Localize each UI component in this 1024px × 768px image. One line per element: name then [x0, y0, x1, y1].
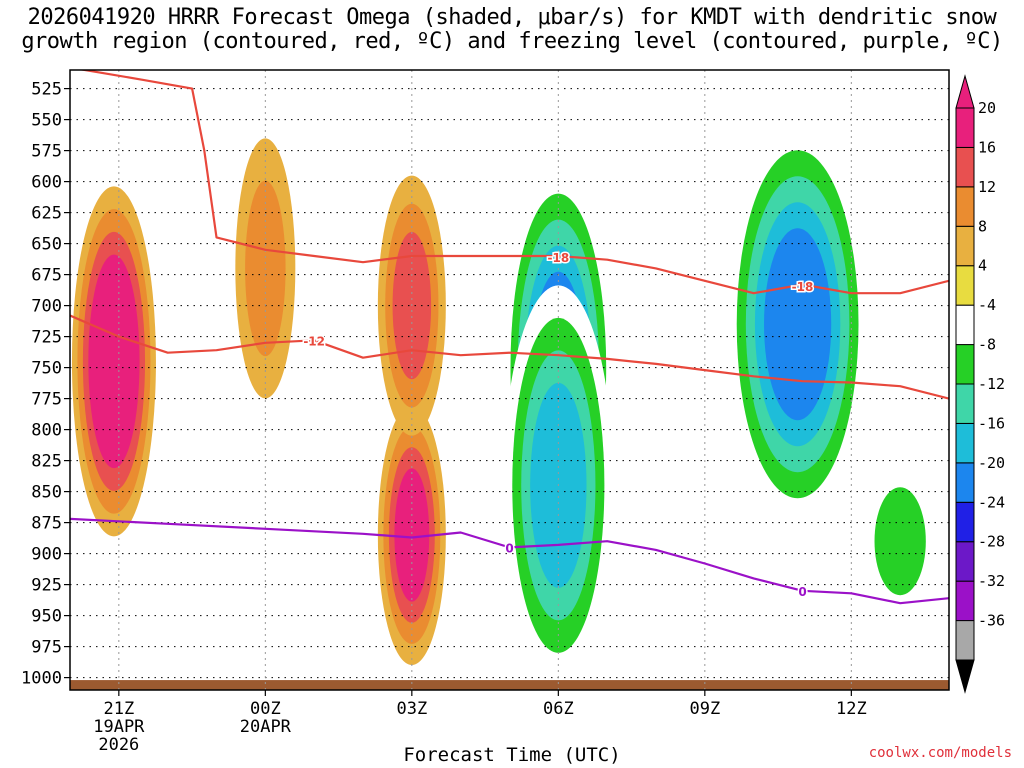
y-tick-label: 825 — [31, 452, 62, 472]
y-tick-label: 925 — [31, 576, 62, 596]
colorbar-label: -8 — [978, 336, 996, 354]
omega-feature-1 — [377, 405, 446, 665]
colorbar-label: -36 — [978, 612, 1005, 630]
colorbar-band — [955, 383, 975, 424]
y-tick-label: 800 — [31, 421, 62, 441]
y-tick-label: 900 — [31, 545, 62, 565]
colorbar-band — [955, 541, 975, 582]
colorbar-band — [955, 304, 975, 346]
contour-label: 0 — [798, 585, 806, 599]
plot-frame — [69, 69, 950, 691]
grid-lines — [70, 70, 949, 690]
colorbar-band — [955, 107, 975, 148]
y-tick-label: 875 — [31, 514, 62, 534]
colorbar-band — [955, 225, 975, 267]
contour-lines — [70, 70, 949, 605]
colorbar-band — [955, 620, 975, 661]
y-tick-label: 650 — [31, 235, 62, 255]
credit-text: coolwx.com/models — [868, 745, 1012, 761]
contour-line-0 — [70, 517, 949, 605]
contour-label: 0 — [505, 541, 513, 555]
x-axis-label: Forecast Time (UTC) — [403, 744, 621, 766]
colorbar-label: -12 — [978, 375, 1005, 393]
colorbar-band — [955, 462, 975, 503]
omega-feature-0 — [71, 186, 156, 537]
y-tick-label: 750 — [31, 359, 62, 379]
omega-feature-7 — [862, 461, 939, 622]
contour-labels: -18 -18 -12 0 0 — [302, 250, 815, 601]
contour-line--18 — [78, 70, 949, 295]
y-tick-label: 625 — [31, 204, 62, 224]
y-tick-label: 550 — [31, 111, 62, 131]
y-axis: 525 550 575 600 625 650 675 700 725 750 775 800 825 8… — [21, 80, 70, 689]
colorbar-band — [955, 146, 975, 188]
x-tick-label: 06Z — [543, 699, 574, 719]
colorbar-label: -24 — [978, 493, 1005, 511]
colorbar-under-arrow — [955, 659, 975, 694]
ground-strip — [70, 680, 949, 690]
colorbar-band — [955, 422, 975, 464]
omega-feature-6 — [727, 124, 868, 525]
y-tick-label: 950 — [31, 607, 62, 627]
y-tick-label: 600 — [31, 173, 62, 193]
y-tick-label: 575 — [31, 142, 62, 162]
colorbar-band — [955, 265, 975, 306]
colorbar-band — [955, 580, 975, 622]
x-tick-label: 09Z — [689, 699, 720, 719]
contour-label: -18 — [792, 280, 814, 294]
colorbar-label: 16 — [978, 138, 996, 156]
x-tick-date: 20APR — [240, 717, 292, 737]
omega-band — [764, 228, 832, 421]
x-tick-label: 21Z — [103, 699, 134, 719]
y-tick-label: 975 — [31, 638, 62, 658]
colorbar-label: 12 — [978, 178, 996, 196]
colorbar-band — [955, 501, 975, 543]
y-tick-label: 1000 — [21, 669, 62, 689]
ground-terrain — [70, 680, 949, 690]
colorbar-label: 8 — [978, 217, 987, 235]
y-tick-label: 525 — [31, 80, 62, 100]
colorbar-label: -20 — [978, 454, 1005, 472]
colorbar-band — [955, 344, 975, 385]
omega-band — [394, 468, 430, 602]
y-tick-label: 725 — [31, 328, 62, 348]
omega-band — [93, 277, 135, 446]
colorbar-label: -32 — [978, 572, 1005, 590]
y-tick-label: 675 — [31, 266, 62, 286]
y-tick-label: 700 — [31, 297, 62, 317]
x-tick-label: 12Z — [836, 699, 867, 719]
colorbar-band — [955, 186, 975, 227]
contour-line--12 — [70, 314, 949, 400]
x-tick-label: 00Z — [250, 699, 281, 719]
colorbar-label: 4 — [978, 257, 987, 275]
x-tick-date: 19APR — [93, 717, 145, 737]
colorbar: 20 16 12 8 4 -4 -8 -12 -16 -20 -24 -28 -32 -36 — [955, 74, 1005, 694]
colorbar-label: 20 — [978, 99, 996, 117]
x-tick-label: 03Z — [396, 699, 427, 719]
colorbar-over-arrow — [955, 74, 975, 109]
colorbar-label: -4 — [978, 296, 996, 314]
chart-title: 2026041920 HRRR Forecast Omega (shaded, … — [21, 5, 1003, 54]
x-tick-year: 2026 — [98, 735, 139, 755]
y-tick-label: 850 — [31, 483, 62, 503]
colorbar-label: -28 — [978, 533, 1005, 551]
contour-label: -18 — [547, 251, 569, 265]
y-tick-label: 775 — [31, 390, 62, 410]
colorbar-label: -16 — [978, 414, 1005, 432]
contour-label: -12 — [303, 334, 325, 348]
omega-band — [874, 487, 926, 596]
